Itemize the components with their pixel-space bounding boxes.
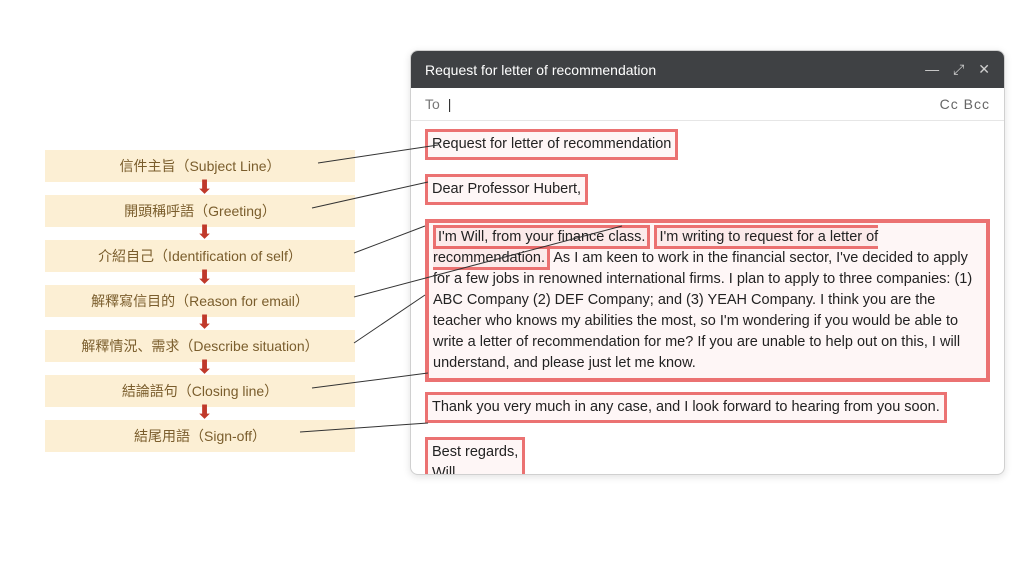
to-label: To <box>425 96 440 112</box>
compose-title: Request for letter of recommendation <box>425 62 656 78</box>
step-arrow-icon: ⬇ <box>197 313 212 331</box>
step-arrow-icon: ⬇ <box>197 403 212 421</box>
step-signoff: 結尾用語（Sign-off） <box>45 420 355 452</box>
cursor-icon: | <box>448 96 452 112</box>
to-row[interactable]: To | Cc Bcc <box>411 88 1004 121</box>
closing-line-highlight: Thank you very much in any case, and I l… <box>425 392 947 423</box>
subject-line-highlight: Request for letter of recommendation <box>425 129 678 160</box>
step-arrow-icon: ⬇ <box>197 178 212 196</box>
compose-header: Request for letter of recommendation — ⤢… <box>411 51 1004 88</box>
step-arrow-icon: ⬇ <box>197 268 212 286</box>
step-arrow-icon: ⬇ <box>197 358 212 376</box>
expand-icon[interactable]: ⤢ <box>953 61 964 78</box>
cc-bcc-toggle[interactable]: Cc Bcc <box>940 96 990 112</box>
situation-text: As I am keen to work in the financial se… <box>433 250 972 371</box>
minimize-icon[interactable]: — <box>925 61 939 78</box>
main-paragraph-highlight: I'm Will, from your finance class. I'm w… <box>425 219 990 382</box>
close-icon[interactable]: ✕ <box>978 61 990 78</box>
greeting-highlight: Dear Professor Hubert, <box>425 174 588 205</box>
signoff-highlight: Best regards, Will <box>425 437 525 475</box>
step-arrow-icon: ⬇ <box>197 223 212 241</box>
compose-window: Request for letter of recommendation — ⤢… <box>410 50 1005 475</box>
compose-body[interactable]: Request for letter of recommendation Dea… <box>411 121 1004 475</box>
